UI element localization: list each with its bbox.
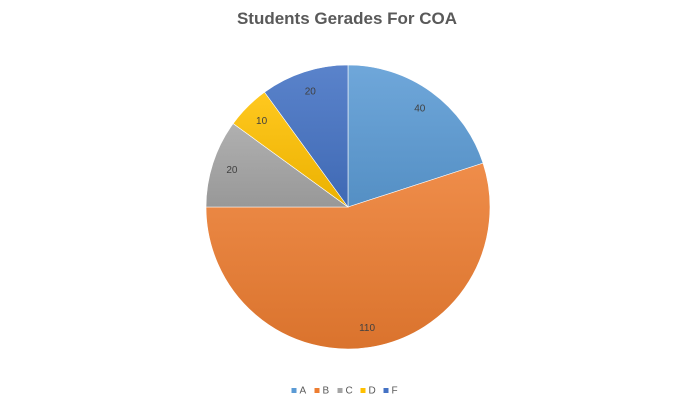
legend-swatch-c [337, 388, 343, 393]
data-label-b: 110 [359, 323, 375, 334]
pie-slices [205, 64, 491, 350]
legend-item-d: D [360, 386, 376, 397]
pie-slice-f [264, 64, 349, 208]
legend-label-f: F [392, 386, 398, 397]
data-labels: 40 110 20 10 20 [226, 86, 425, 334]
legend-swatch-f [383, 388, 389, 393]
chart-title: Students Gerades For COA [237, 9, 457, 28]
legend-item-f: F [383, 386, 398, 397]
legend-item-b: B [314, 386, 330, 397]
legend-label-a: A [300, 386, 307, 397]
legend-swatch-d [360, 388, 366, 393]
data-label-f: 20 [305, 86, 317, 97]
legend-swatch-b [314, 388, 320, 393]
legend-label-c: C [346, 386, 353, 397]
legend-item-a: A [291, 386, 307, 397]
data-label-c: 20 [226, 165, 238, 176]
pie-slice-c [205, 123, 349, 208]
legend-swatch-a [291, 388, 297, 393]
data-label-d: 10 [256, 116, 268, 127]
legend-label-d: D [369, 386, 376, 397]
pie-slice-b [205, 162, 491, 350]
legend-item-c: C [337, 386, 353, 397]
pie-slice-a [347, 64, 484, 208]
legend-label-b: B [323, 386, 330, 397]
data-label-a: 40 [414, 104, 426, 115]
